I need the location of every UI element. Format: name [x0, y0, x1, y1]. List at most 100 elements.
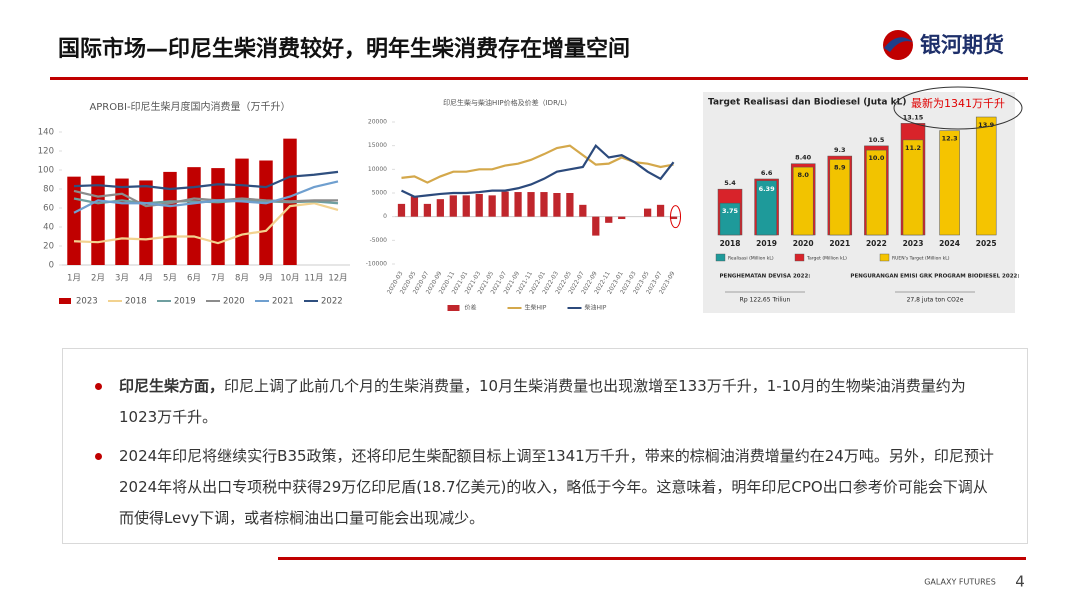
value-label: 3.75 — [722, 207, 739, 215]
y-tick-label: -10000 — [366, 261, 387, 268]
legend-label: Target (Million kL) — [806, 256, 847, 262]
bar — [643, 208, 652, 217]
bar — [211, 168, 225, 265]
x-tick-label: 9月 — [259, 274, 273, 284]
x-tick-label: 2月 — [91, 274, 105, 284]
bar — [488, 195, 496, 217]
y-tick-label: 0 — [49, 261, 54, 271]
slide-title: 国际市场—印尼生柴消费较好，明年生柴消费存在增量空间 — [58, 36, 630, 62]
legend-label: 价差 — [465, 304, 477, 312]
logo-text: 银河期货 — [920, 33, 1004, 57]
bar — [902, 139, 924, 236]
value-label: 5.4 — [724, 179, 736, 187]
logo-swirl — [884, 37, 913, 52]
value-label: 8.40 — [795, 154, 812, 162]
value-label: 13.9 — [978, 121, 995, 129]
x-tick-label: 4月 — [139, 274, 153, 284]
line — [73, 202, 339, 245]
bar — [115, 178, 129, 265]
x-tick-label: 2018 — [720, 239, 741, 248]
bar — [553, 193, 561, 217]
note-label: PENGURANGAN EMISI GRK PROGRAM BIODIESEL … — [850, 274, 1019, 280]
y-tick-label: 100 — [38, 166, 54, 176]
y-tick-label: -5000 — [370, 237, 388, 244]
bar — [235, 158, 249, 265]
x-tick-label: 2022 — [866, 239, 887, 248]
y-tick-label: 5000 — [372, 190, 387, 197]
bar — [410, 196, 419, 217]
y-tick-label: 80 — [43, 185, 54, 195]
legend-label: Realisasi (Million kL) — [728, 256, 774, 262]
bar — [592, 216, 600, 236]
bar — [91, 175, 105, 265]
bullet-dot — [95, 453, 102, 460]
legend-key — [794, 253, 805, 262]
legend-label: 2023 — [76, 297, 98, 307]
bar — [462, 195, 470, 217]
line — [73, 189, 338, 208]
x-tick-label: 2024 — [939, 239, 960, 248]
bar — [656, 204, 665, 217]
legend-label: 2018 — [125, 297, 147, 307]
line — [401, 143, 675, 198]
legend-label: 2022 — [321, 297, 343, 307]
y-tick-label: 120 — [38, 147, 54, 157]
highlight-ring — [670, 205, 682, 229]
line — [73, 180, 339, 214]
y-tick-label: 0 — [383, 213, 387, 220]
x-tick-label: 2023 — [903, 239, 924, 248]
chart-title: Target Realisasi dan Biodiesel (Juta kL) — [708, 98, 906, 108]
bar — [67, 176, 81, 265]
x-tick-label: 11月 — [304, 274, 323, 284]
legend-label: 生柴HIP — [525, 304, 547, 312]
value-label: 11.2 — [905, 144, 921, 152]
legend-label: 2019 — [174, 297, 196, 307]
annotation-ring — [893, 86, 1023, 130]
y-tick-label: 20000 — [368, 119, 387, 126]
note-value: Rp 122,65 Triliun — [740, 297, 791, 304]
header-rule — [50, 77, 1028, 80]
bar — [475, 193, 483, 217]
annotation: 最新为1341万千升 — [911, 96, 1005, 110]
bullet-text: 印尼上调了此前几个月的生柴消费量，10月生柴消费量也出现激增至133万千升，1-… — [119, 377, 966, 426]
value-label: 12.3 — [942, 135, 958, 143]
value-label: 10.5 — [868, 136, 885, 144]
bar — [139, 180, 153, 265]
chart3-panel — [703, 92, 1015, 313]
x-tick-label: 5月 — [163, 274, 177, 284]
bar — [449, 195, 457, 217]
logo-icon — [883, 30, 913, 60]
value-label: 6.39 — [759, 185, 776, 193]
bar — [792, 166, 814, 236]
x-tick-label: 7月 — [211, 274, 225, 284]
bar — [719, 202, 741, 236]
bullet: 2024年印尼将继续实行B35政策，还将印尼生柴配额目标上调至1341万千升，带… — [93, 441, 997, 534]
y-tick-label: 60 — [43, 204, 54, 214]
x-tick-label: 2020 — [793, 239, 814, 248]
legend-label: RUEN's Target (Million kL) — [892, 256, 950, 262]
legend-label: 柴油HIP — [585, 304, 607, 312]
bar — [866, 149, 887, 236]
y-tick-label: 10000 — [368, 166, 387, 173]
value-label: 8.0 — [797, 171, 809, 179]
note-label: PENGHEMATAN DEVISA 2022: — [720, 274, 811, 280]
footer-brand: GALAXY FUTURES — [924, 578, 996, 587]
bar — [527, 192, 535, 217]
y-tick-label: 140 — [38, 128, 54, 138]
legend-key — [715, 253, 726, 262]
line — [73, 170, 339, 191]
bar — [423, 203, 432, 217]
bar — [579, 204, 587, 217]
legend-label: 2021 — [272, 297, 294, 307]
bullet-text: 2024年印尼将继续实行B35政策，还将印尼生柴配额目标上调至1341万千升，带… — [119, 447, 994, 527]
bar — [259, 160, 273, 265]
bar — [540, 192, 548, 217]
bar — [975, 116, 997, 236]
text-box: 印尼生柴方面，印尼上调了此前几个月的生柴消费量，10月生柴消费量也出现激增至13… — [62, 348, 1028, 544]
bar — [669, 216, 678, 220]
bar — [187, 167, 201, 265]
legend-key — [879, 253, 890, 262]
bullet: 印尼生柴方面，印尼上调了此前几个月的生柴消费量，10月生柴消费量也出现激增至13… — [93, 371, 997, 433]
